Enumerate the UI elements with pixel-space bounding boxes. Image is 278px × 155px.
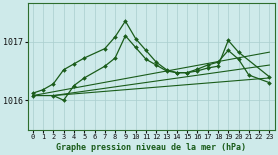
X-axis label: Graphe pression niveau de la mer (hPa): Graphe pression niveau de la mer (hPa) — [56, 143, 246, 152]
